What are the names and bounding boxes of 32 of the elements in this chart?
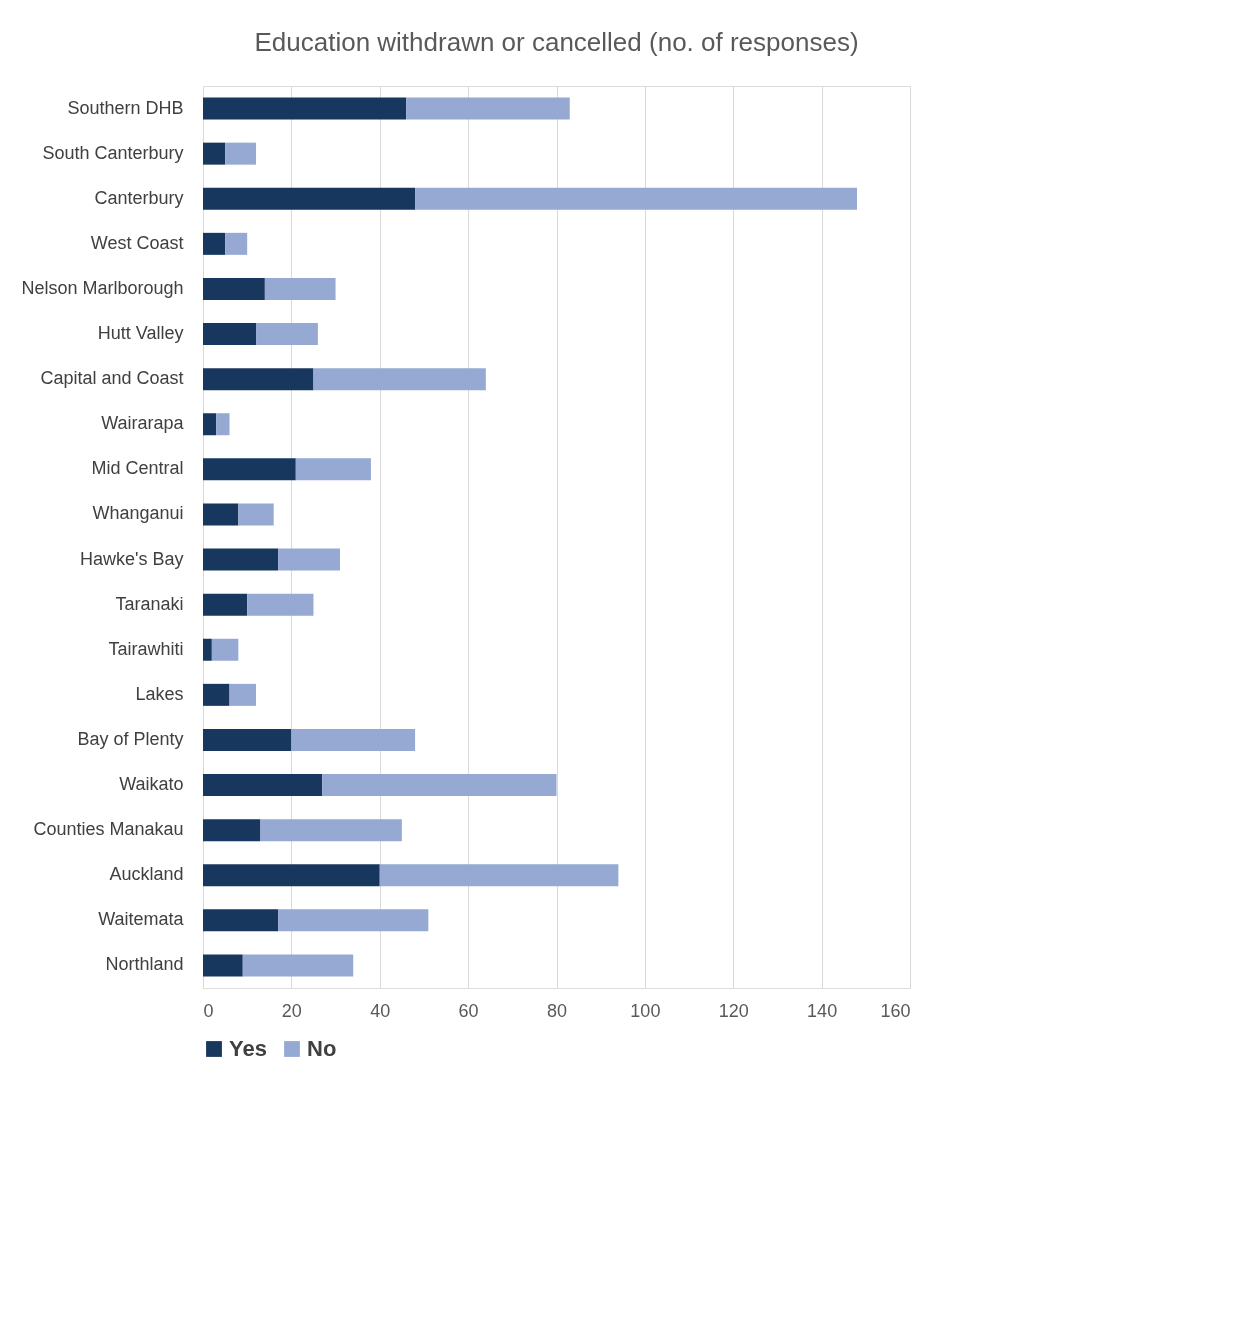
y-tick-label: West Coast <box>90 232 184 253</box>
y-tick-label: Hawke's Bay <box>80 548 184 569</box>
x-tick-label: 60 <box>458 1000 479 1021</box>
y-tick-label: Taranaki <box>115 593 184 614</box>
y-tick-label: Whanganui <box>92 503 184 524</box>
x-tick-label: 20 <box>281 1000 302 1021</box>
y-tick-label: Counties Manakau <box>33 819 184 840</box>
y-tick-label: Wairarapa <box>101 413 185 434</box>
y-tick-label: Mid Central <box>91 458 184 479</box>
chart-title: Education withdrawn or cancelled (no. of responses) <box>254 27 859 57</box>
y-tick-label: Waikato <box>119 774 184 795</box>
x-tick-label: 160 <box>880 1000 911 1021</box>
y-tick-label: Tairawhiti <box>108 638 184 659</box>
y-tick-label: Auckland <box>109 864 184 885</box>
y-tick-label: Bay of Plenty <box>77 728 184 749</box>
x-tick-label: 140 <box>807 1000 838 1021</box>
x-tick-label: 40 <box>370 1000 391 1021</box>
x-tick-label: 80 <box>546 1000 568 1021</box>
y-tick-label: Lakes <box>135 683 184 704</box>
legend-label: Yes <box>229 1036 267 1061</box>
x-tick-label: 100 <box>630 1000 661 1021</box>
x-tick-label: 120 <box>718 1000 749 1021</box>
y-tick-label: South Canterbury <box>42 142 184 163</box>
y-tick-label: Northland <box>105 954 184 975</box>
y-tick-label: Hutt Valley <box>97 323 184 344</box>
y-tick-label: Canterbury <box>94 187 184 208</box>
legend-label: No <box>307 1036 337 1061</box>
y-tick-label: Southern DHB <box>67 97 184 118</box>
y-tick-label: Capital and Coast <box>40 368 184 389</box>
y-tick-label: Waitemata <box>98 909 185 930</box>
x-tick-label: 0 <box>203 1000 214 1021</box>
y-tick-label: Nelson Marlborough <box>21 277 184 298</box>
